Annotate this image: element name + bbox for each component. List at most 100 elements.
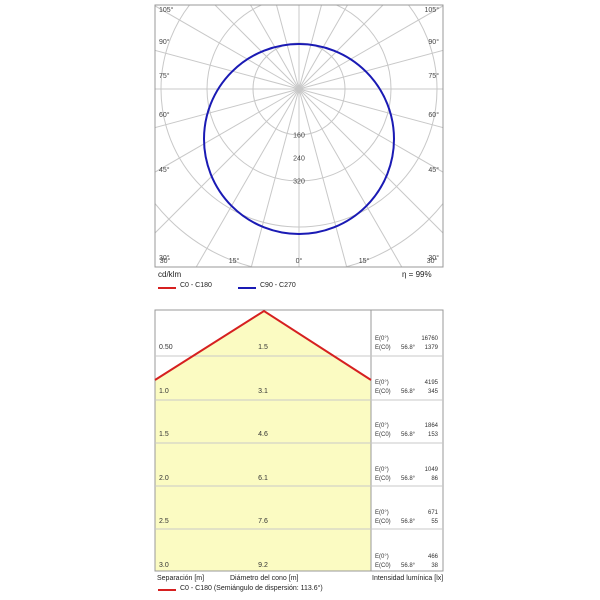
separation-value: 1.5 xyxy=(159,431,169,438)
cone-row: 1.0 3.1 E(0°) 4195 E(C0) 56.8° 345 xyxy=(159,380,439,395)
diameter-value: 9.2 xyxy=(258,562,268,569)
col-separation-header: Separación [m] xyxy=(157,575,205,582)
bottom-angle-label: 30° xyxy=(160,257,171,265)
polar-diagram: 105° 105°90° 90°75° 75°60° 60°45° 45°30° 30°30… xyxy=(154,4,444,268)
angle-value: 56.8° xyxy=(401,563,416,569)
separation-value: 2.5 xyxy=(159,518,169,525)
grid-ray xyxy=(298,5,443,90)
angle-value: 56.8° xyxy=(401,345,416,351)
cone-row: 2.0 6.1 E(0°) 1049 E(C0) 56.8° 86 xyxy=(159,467,439,482)
legend-label-c90: C90 - C270 xyxy=(260,282,296,289)
polar-grid-lines xyxy=(155,5,443,267)
angle-label-right: 90° xyxy=(428,38,439,46)
grid-ray xyxy=(275,5,300,90)
grid-ray xyxy=(298,88,403,267)
separation-value: 3.0 xyxy=(159,562,169,569)
angle-label-left: 30° xyxy=(159,254,170,262)
angle-label-left: 90° xyxy=(159,38,170,46)
polar-grid xyxy=(154,4,444,268)
grid-ray xyxy=(155,88,300,234)
e0-value: 466 xyxy=(428,554,439,560)
diameter-value: 1.5 xyxy=(258,344,268,351)
polar-legend: C0 - C180 C90 - C270 xyxy=(158,282,438,294)
e0-value: 1864 xyxy=(425,423,439,429)
polar-labels: 105° 105°90° 90°75° 75°60° 60°45° 45°30° 30°30… xyxy=(159,6,439,265)
grid-ray xyxy=(249,5,300,90)
cone-outline xyxy=(154,309,372,381)
grid-ray xyxy=(155,88,300,173)
grid-ray xyxy=(298,5,323,90)
grid-ray xyxy=(155,5,300,90)
grid-ray xyxy=(195,88,300,267)
cone-row: 0.50 1.5 E(0°) 16760 E(C0) 56.8° 1379 xyxy=(159,336,439,351)
cone-frame xyxy=(154,309,444,572)
ec0-value: 38 xyxy=(431,563,438,569)
e0-label: E(0°) xyxy=(375,380,389,386)
col-intensity-header: Intensidad lumínica [lx] xyxy=(372,575,444,582)
e0-value: 1049 xyxy=(425,467,439,473)
ec0-label: E(C0) xyxy=(375,519,391,525)
separation-value: 2.0 xyxy=(159,475,169,482)
angle-label-right: 60° xyxy=(428,111,439,119)
ec0-value: 345 xyxy=(428,389,439,395)
e0-label: E(0°) xyxy=(375,510,389,516)
ec0-label: E(C0) xyxy=(375,432,391,438)
e0-label: E(0°) xyxy=(375,423,389,429)
grid-ray xyxy=(298,49,443,90)
legend-swatch-c0 xyxy=(158,287,176,289)
angle-label-right: 30° xyxy=(428,254,439,262)
diameter-value: 4.6 xyxy=(258,431,268,438)
ec0-label: E(C0) xyxy=(375,563,391,569)
e0-value: 671 xyxy=(428,510,439,516)
ec0-label: E(C0) xyxy=(375,476,391,482)
radial-label: 320 xyxy=(293,179,305,186)
radial-label: 240 xyxy=(293,156,305,163)
angle-value: 56.8° xyxy=(401,389,416,395)
grid-ray xyxy=(298,5,384,90)
grid-ray xyxy=(298,88,443,129)
e0-label: E(0°) xyxy=(375,336,389,342)
diameter-value: 6.1 xyxy=(258,475,268,482)
separation-value: 0.50 xyxy=(159,344,173,351)
cone-legend: C0 - C180 (Semiángulo de dispersión: 113… xyxy=(158,585,438,597)
cone-row: 3.0 9.2 E(0°) 466 E(C0) 56.8° 38 xyxy=(159,554,439,569)
angle-value: 56.8° xyxy=(401,432,416,438)
diameter-value: 7.6 xyxy=(258,518,268,525)
e0-value: 4195 xyxy=(425,380,439,386)
diameter-value: 3.1 xyxy=(258,388,268,395)
efficiency-label: η = 99% xyxy=(402,270,432,279)
ec0-value: 153 xyxy=(428,432,439,438)
angle-label-left: 60° xyxy=(159,111,170,119)
bottom-angle-label: 0° xyxy=(296,257,303,265)
cone-grid xyxy=(154,309,444,572)
bottom-angle-label: 15° xyxy=(229,257,240,265)
cone-diagram: 0.50 1.5 E(0°) 16760 E(C0) 56.8° 1379 1.0 3.1 E(0… xyxy=(154,309,444,572)
polar-frame xyxy=(154,4,444,268)
grid-ray xyxy=(298,88,348,267)
bottom-angle-label: 15° xyxy=(359,257,370,265)
cone-row: 1.5 4.6 E(0°) 1864 E(C0) 56.8° 153 xyxy=(159,423,439,438)
grid-ray xyxy=(298,5,349,90)
cone-legend-swatch xyxy=(158,589,176,591)
cone-fill xyxy=(155,311,371,571)
angle-label-right: 75° xyxy=(428,72,439,80)
grid-ray xyxy=(214,5,300,90)
ec0-value: 86 xyxy=(431,476,438,482)
legend-label-c0: C0 - C180 xyxy=(180,282,212,289)
angle-value: 56.8° xyxy=(401,476,416,482)
cone-legend-label: C0 - C180 (Semiángulo de dispersión: 113… xyxy=(180,585,323,592)
angle-label-right: 105° xyxy=(425,6,440,14)
bottom-angle-label: 30° xyxy=(427,257,438,265)
angle-label-left: 45° xyxy=(159,166,170,174)
cone-area xyxy=(155,311,371,571)
cone-row: 2.5 7.6 E(0°) 671 E(C0) 56.8° 55 xyxy=(159,510,439,525)
angle-value: 56.8° xyxy=(401,519,416,525)
ec0-value: 55 xyxy=(431,519,438,525)
cone-rows: 0.50 1.5 E(0°) 16760 E(C0) 56.8° 1379 1.0 3.1 E(0… xyxy=(159,336,439,569)
grid-ray xyxy=(155,88,300,129)
ec0-label: E(C0) xyxy=(375,389,391,395)
unit-label: cd/klm xyxy=(158,270,182,279)
grid-ray xyxy=(155,49,300,90)
grid-ray xyxy=(298,88,443,173)
